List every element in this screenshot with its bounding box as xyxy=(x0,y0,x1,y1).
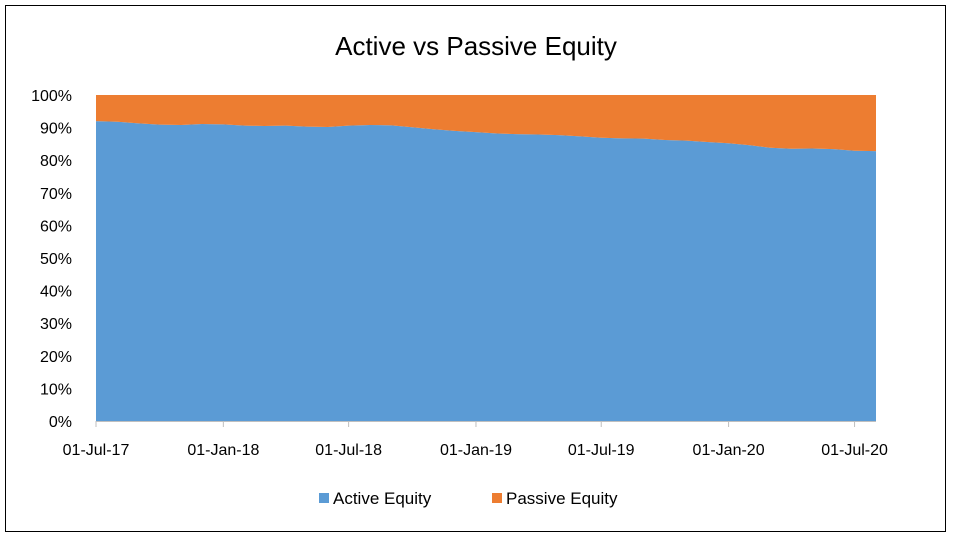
y-tick-label: 0% xyxy=(49,414,72,431)
x-tick-label: 01-Jan-19 xyxy=(440,442,512,459)
x-axis: 01-Jul-17 01-Jan-18 01-Jul-18 01-Jan-19 01-J… xyxy=(63,421,888,459)
y-tick-label: 30% xyxy=(40,316,72,333)
legend-label: Active Equity xyxy=(333,489,432,508)
y-tick-label: 50% xyxy=(40,251,72,268)
area-chart: Active vs Passive Equity 0% 10% 20% 30% 40% 5… xyxy=(31,31,888,508)
x-tick-label: 01-Jul-18 xyxy=(315,442,382,459)
y-tick-label: 20% xyxy=(40,349,72,366)
legend-swatch xyxy=(492,493,502,503)
legend-label: Passive Equity xyxy=(506,489,618,508)
x-tick-label: 01-Jul-19 xyxy=(568,442,635,459)
y-tick-label: 10% xyxy=(40,381,72,398)
legend: Active Equity Passive Equity xyxy=(319,489,618,508)
x-tick-label: 01-Jul-17 xyxy=(63,442,130,459)
area-passive-equity xyxy=(96,95,876,152)
chart-frame: Active vs Passive Equity 0% 10% 20% 30% 40% 5… xyxy=(5,5,946,532)
y-tick-label: 90% xyxy=(40,121,72,138)
area-active-equity xyxy=(96,121,876,421)
y-tick-label: 60% xyxy=(40,218,72,235)
plot-areas xyxy=(96,95,876,421)
y-tick-label: 70% xyxy=(40,186,72,203)
legend-swatch xyxy=(319,493,329,503)
x-tick-label: 01-Jul-20 xyxy=(821,442,888,459)
x-tick-label: 01-Jan-18 xyxy=(187,442,259,459)
y-tick-label: 100% xyxy=(31,88,72,105)
chart-title: Active vs Passive Equity xyxy=(335,31,617,61)
x-tick-label: 01-Jan-20 xyxy=(693,442,765,459)
y-tick-label: 80% xyxy=(40,153,72,170)
y-tick-label: 40% xyxy=(40,284,72,301)
y-axis: 0% 10% 20% 30% 40% 50% 60% 70% 80% 90% 100% xyxy=(31,88,72,431)
